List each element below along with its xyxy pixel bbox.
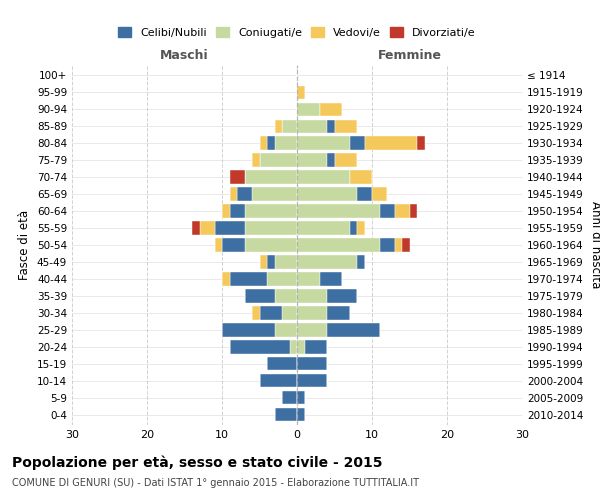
Bar (335, 120, 357, 133)
Bar (349, 136, 365, 149)
Bar (252, 154, 260, 166)
Bar (380, 204, 395, 218)
Bar (199, 222, 215, 234)
Bar (357, 256, 365, 268)
Bar (229, 204, 245, 218)
Bar (222, 204, 229, 218)
Bar (297, 136, 349, 149)
Bar (260, 256, 267, 268)
Bar (320, 272, 342, 285)
Bar (297, 272, 320, 285)
Bar (245, 290, 275, 302)
Bar (297, 391, 305, 404)
Bar (229, 340, 290, 353)
Bar (267, 136, 275, 149)
Bar (275, 324, 297, 336)
Y-axis label: Fasce di età: Fasce di età (19, 210, 31, 280)
Bar (267, 357, 297, 370)
Bar (297, 306, 327, 320)
Bar (372, 188, 387, 200)
Bar (349, 170, 372, 183)
Bar (229, 272, 267, 285)
Bar (297, 154, 327, 166)
Bar (357, 188, 372, 200)
Bar (260, 154, 297, 166)
Bar (267, 272, 297, 285)
Text: Popolazione per età, sesso e stato civile - 2015: Popolazione per età, sesso e stato civil… (12, 455, 383, 469)
Bar (297, 256, 357, 268)
Bar (222, 238, 245, 252)
Bar (409, 204, 417, 218)
Bar (260, 374, 297, 388)
Bar (297, 340, 305, 353)
Bar (215, 222, 245, 234)
Text: COMUNE DI GENURI (SU) - Dati ISTAT 1° gennaio 2015 - Elaborazione TUTTITALIA.IT: COMUNE DI GENURI (SU) - Dati ISTAT 1° ge… (12, 478, 419, 488)
Bar (275, 136, 297, 149)
Bar (380, 238, 395, 252)
Bar (327, 306, 349, 320)
Bar (282, 120, 297, 133)
Bar (237, 188, 252, 200)
Bar (297, 290, 327, 302)
Bar (252, 188, 297, 200)
Bar (245, 204, 297, 218)
Text: Femmine: Femmine (377, 50, 442, 62)
Bar (297, 222, 349, 234)
Bar (245, 238, 297, 252)
Bar (297, 204, 380, 218)
Bar (297, 120, 327, 133)
Bar (297, 408, 305, 422)
Bar (402, 238, 409, 252)
Bar (260, 136, 267, 149)
Bar (229, 188, 237, 200)
Bar (192, 222, 199, 234)
Bar (245, 222, 297, 234)
Bar (275, 256, 297, 268)
Bar (275, 290, 297, 302)
Bar (395, 238, 402, 252)
Bar (275, 120, 282, 133)
Bar (297, 374, 327, 388)
Text: Maschi: Maschi (160, 50, 209, 62)
Bar (222, 324, 275, 336)
Bar (305, 340, 327, 353)
Bar (327, 324, 380, 336)
Bar (297, 357, 327, 370)
Bar (297, 238, 380, 252)
Bar (282, 391, 297, 404)
Bar (229, 170, 245, 183)
Bar (267, 256, 275, 268)
Bar (335, 154, 357, 166)
Bar (297, 86, 305, 99)
Bar (365, 136, 417, 149)
Bar (215, 238, 222, 252)
Bar (290, 340, 297, 353)
Legend: Celibi/Nubili, Coniugati/e, Vedovi/e, Divorziati/e: Celibi/Nubili, Coniugati/e, Vedovi/e, Di… (115, 24, 479, 41)
Bar (417, 136, 425, 149)
Bar (327, 290, 357, 302)
Bar (357, 222, 365, 234)
Bar (282, 306, 297, 320)
Bar (297, 188, 357, 200)
Bar (260, 306, 282, 320)
Bar (320, 102, 342, 116)
Bar (245, 170, 297, 183)
Bar (349, 222, 357, 234)
Y-axis label: Anni di nascita: Anni di nascita (589, 202, 600, 288)
Bar (297, 170, 349, 183)
Bar (222, 272, 229, 285)
Bar (297, 324, 327, 336)
Bar (275, 408, 297, 422)
Bar (297, 102, 320, 116)
Bar (327, 154, 335, 166)
Bar (395, 204, 409, 218)
Bar (327, 120, 335, 133)
Bar (252, 306, 260, 320)
